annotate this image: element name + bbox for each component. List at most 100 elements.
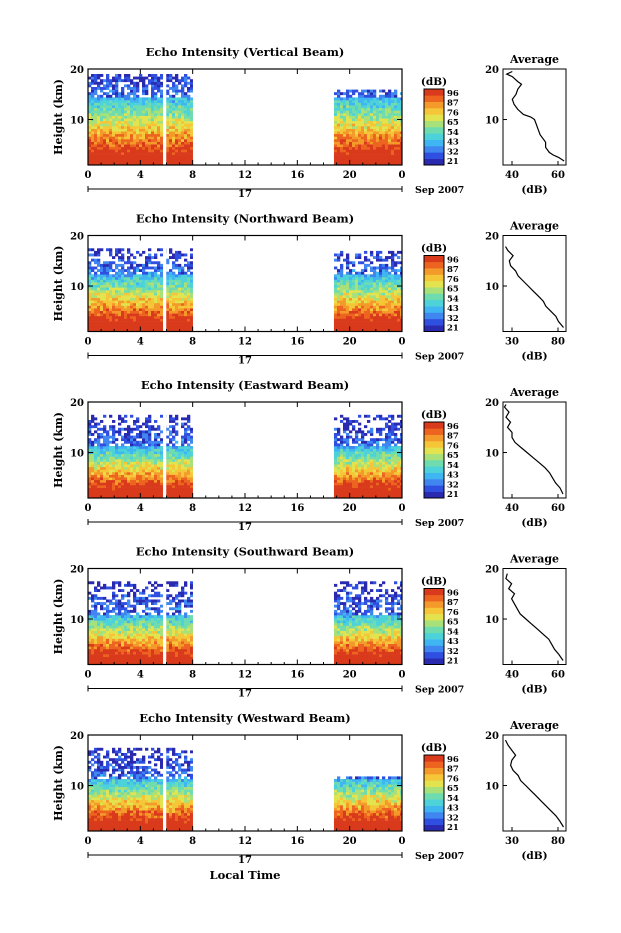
heatmap-cell <box>139 425 142 428</box>
heatmap-cell <box>97 319 100 322</box>
heatmap-cell <box>175 300 178 303</box>
heatmap-cell <box>190 152 193 155</box>
heatmap-cell <box>124 277 127 280</box>
heatmap-cell <box>121 152 124 155</box>
heatmap-cell <box>124 482 127 485</box>
heatmap-cell <box>379 149 382 152</box>
heatmap-cell <box>175 313 178 316</box>
heatmap-cell <box>394 157 397 160</box>
heatmap-cell <box>190 480 193 483</box>
heatmap-cell <box>340 438 343 441</box>
heatmap-cell <box>157 462 160 465</box>
heatmap-cell <box>379 118 382 121</box>
heatmap-cell <box>109 97 112 100</box>
heatmap-cell <box>379 482 382 485</box>
heatmap-cell <box>151 285 154 288</box>
heatmap-cell <box>100 321 103 324</box>
heatmap-cell <box>139 277 142 280</box>
heatmap-cell <box>190 136 193 139</box>
heatmap-cell <box>136 108 139 111</box>
heatmap-cell <box>127 142 130 145</box>
heatmap-cell <box>115 160 118 163</box>
heatmap-cell <box>349 95 352 98</box>
heatmap-cell <box>130 152 133 155</box>
heatmap-cell <box>169 100 172 103</box>
heatmap-cell <box>334 254 337 257</box>
heatmap-cell <box>118 417 121 420</box>
heatmap-cell <box>127 84 130 87</box>
heatmap-cell <box>184 467 187 470</box>
heatmap-cell <box>166 324 169 327</box>
heatmap-cell <box>394 449 397 452</box>
heatmap-cell <box>142 490 145 493</box>
heatmap-cell <box>187 108 190 111</box>
heatmap-cell <box>358 293 361 296</box>
heatmap-cell <box>355 290 358 293</box>
heatmap-cell <box>382 417 385 420</box>
heatmap-cell <box>379 287 382 290</box>
heatmap-cell <box>148 415 151 418</box>
heatmap-cell <box>118 256 121 259</box>
heatmap-cell <box>154 469 157 472</box>
x-tick-label: 0 <box>399 170 406 181</box>
heatmap-cell <box>337 303 340 306</box>
heatmap-cell <box>154 87 157 90</box>
heatmap-cell <box>169 79 172 82</box>
heatmap-cell <box>145 313 148 316</box>
heatmap-cell <box>136 451 139 454</box>
heatmap-cell <box>130 134 133 137</box>
heatmap-cell <box>187 142 190 145</box>
heatmap-cell <box>106 136 109 139</box>
heatmap-cell <box>397 126 400 129</box>
heatmap-cell <box>337 280 340 283</box>
heatmap-cell <box>370 477 373 480</box>
heatmap-cell <box>358 454 361 457</box>
heatmap-cell <box>142 485 145 488</box>
heatmap-cell <box>136 326 139 329</box>
heatmap-cell <box>358 131 361 134</box>
heatmap-cell <box>337 464 340 467</box>
heatmap-cell <box>175 84 178 87</box>
heatmap-cell <box>121 493 124 496</box>
heatmap-cell <box>139 295 142 298</box>
colorbar-swatch <box>424 108 444 115</box>
heatmap-cell <box>373 97 376 100</box>
heatmap-cell <box>337 110 340 113</box>
heatmap-cell <box>94 438 97 441</box>
heatmap-cell <box>94 293 97 296</box>
heatmap-cell <box>343 129 346 132</box>
heatmap-cell <box>145 417 148 420</box>
heatmap-cell <box>382 121 385 124</box>
heatmap-cell <box>388 319 391 322</box>
heatmap-cell <box>382 428 385 431</box>
heatmap-cell <box>145 84 148 87</box>
heatmap-cell <box>160 274 163 277</box>
heatmap-cell <box>391 482 394 485</box>
heatmap-cell <box>112 277 115 280</box>
heatmap-cell <box>157 449 160 452</box>
heatmap-cell <box>385 454 388 457</box>
heatmap-cell <box>157 316 160 319</box>
heatmap-cell <box>358 254 361 257</box>
heatmap-cell <box>133 449 136 452</box>
heatmap-cell <box>334 290 337 293</box>
heatmap-cell <box>118 77 121 80</box>
heatmap-cell <box>103 446 106 449</box>
heatmap-cell <box>373 136 376 139</box>
heatmap-cell <box>97 282 100 285</box>
heatmap-cell <box>154 110 157 113</box>
heatmap-cell <box>340 321 343 324</box>
heatmap-cell <box>388 131 391 134</box>
heatmap-cell <box>370 321 373 324</box>
heatmap-cell <box>91 300 94 303</box>
heatmap-cell <box>391 144 394 147</box>
heatmap-cell <box>361 110 364 113</box>
heatmap-cell <box>94 74 97 77</box>
heatmap-cell <box>100 326 103 329</box>
heatmap-cell <box>145 90 148 93</box>
heatmap-cell <box>130 147 133 150</box>
heatmap-cell <box>376 282 379 285</box>
heatmap-cell <box>190 293 193 296</box>
heatmap-cell <box>148 118 151 121</box>
heatmap-cell <box>391 488 394 491</box>
